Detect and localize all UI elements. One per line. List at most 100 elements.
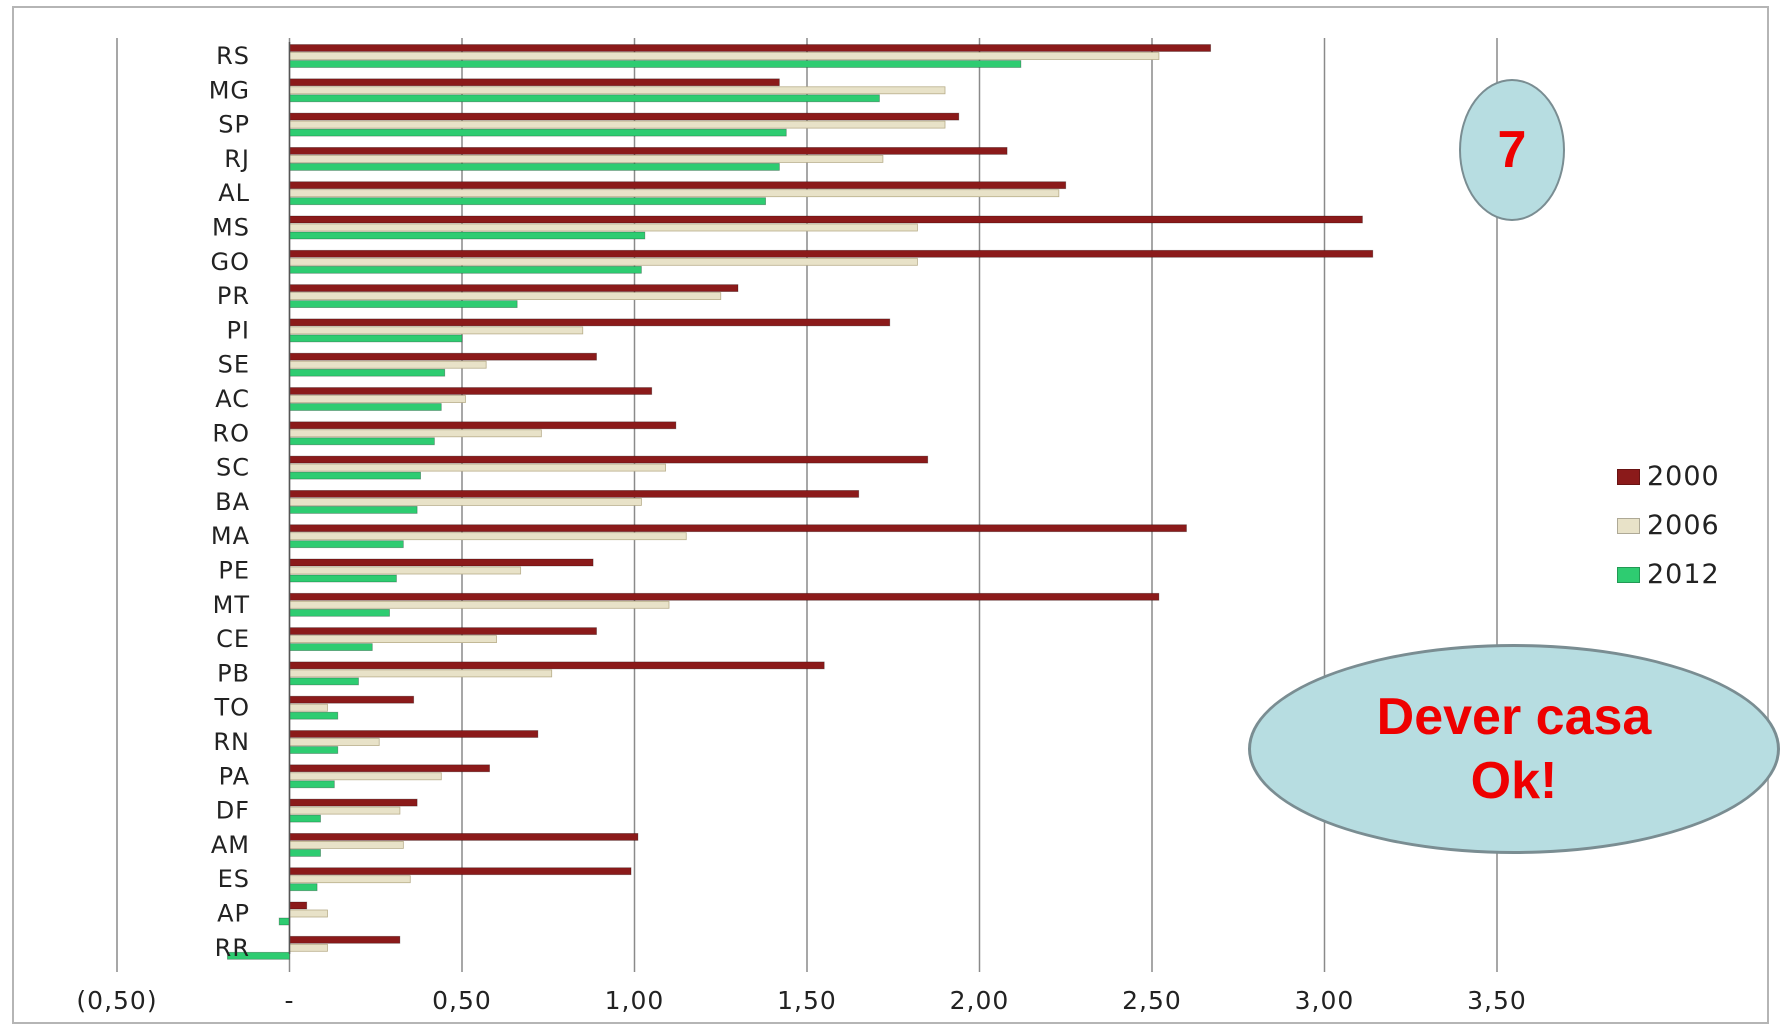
bar-ma-2000 (289, 524, 1187, 533)
category-label-sc: SC (216, 454, 250, 482)
category-label-es: ES (218, 865, 250, 893)
category-label-rs: RS (216, 42, 250, 70)
bar-pb-2000 (289, 661, 825, 670)
bar-ac-2006 (289, 395, 466, 403)
bar-pi-2000 (289, 318, 891, 327)
bar-ma-2006 (289, 532, 687, 541)
category-label-ce: CE (216, 625, 250, 653)
bar-sp-2006 (289, 120, 946, 129)
bar-rn-2012 (289, 746, 339, 754)
category-label-df: DF (216, 797, 250, 825)
category-label-mt: MT (213, 591, 250, 619)
bar-ap-2012 (278, 917, 290, 926)
bar-df-2000 (289, 798, 418, 807)
x-tick-label-1: - (284, 986, 294, 1015)
category-label-ms: MS (212, 214, 250, 242)
category-label-ac: AC (215, 385, 250, 413)
category-labels: RS MG SP RJ AL MS GO PR PI SE AC RO SC BA MA PE MT CE PB TO… (209, 42, 251, 962)
category-label-rn: RN (213, 728, 250, 756)
bar-mg-2012 (289, 94, 880, 103)
legend-swatch-2006 (1617, 517, 1640, 534)
bar-ap-2000 (289, 901, 308, 910)
bar-am-2006 (289, 841, 404, 849)
badge-number: 7 (1497, 121, 1527, 179)
bar-sc-2012 (289, 471, 422, 480)
bar-rj-2012 (289, 162, 780, 171)
bar-pr-2006 (289, 292, 722, 301)
category-label-go: GO (211, 248, 251, 276)
x-tick-label-2: 0,50 (432, 986, 492, 1015)
bar-ba-2000 (289, 489, 860, 498)
bar-to-2006 (289, 703, 328, 712)
x-tick-label-3: 1,00 (605, 986, 665, 1015)
bar-se-2006 (289, 360, 487, 369)
category-label-ma: MA (211, 522, 250, 550)
bar-rs-2012 (289, 60, 1022, 68)
bar-pb-2012 (289, 677, 359, 686)
category-label-pa: PA (219, 762, 250, 790)
category-label-se: SE (218, 351, 250, 379)
bar-al-2000 (289, 181, 1067, 190)
bar-sp-2012 (289, 128, 787, 137)
legend-item-2000: 2000 (1617, 452, 1720, 501)
legend: 2000 2006 2012 (1617, 452, 1720, 599)
bar-ce-2006 (289, 635, 497, 643)
bar-to-2012 (289, 711, 339, 720)
bar-mg-2000 (289, 78, 780, 87)
bar-al-2006 (289, 189, 1060, 198)
bar-se-2000 (289, 352, 597, 361)
bar-ce-2000 (289, 627, 597, 635)
x-tick-label-5: 2,00 (950, 986, 1010, 1015)
category-label-am: AM (211, 831, 250, 859)
bar-rs-2000 (289, 44, 1212, 52)
bar-mg-2006 (289, 86, 946, 95)
bar-ac-2000 (289, 387, 653, 395)
bar-df-2012 (289, 814, 321, 823)
x-tick-label-7: 3,00 (1295, 986, 1355, 1015)
bar-sc-2006 (289, 463, 666, 472)
category-label-pr: PR (217, 282, 250, 310)
bar-es-2000 (289, 867, 632, 876)
bar-ro-2006 (289, 429, 542, 438)
bar-rj-2000 (289, 146, 1008, 155)
category-label-sp: SP (218, 111, 250, 139)
bar-pr-2012 (289, 300, 518, 309)
bar-ro-2000 (289, 421, 677, 430)
legend-swatch-2012 (1617, 566, 1640, 583)
bar-pi-2006 (289, 326, 584, 335)
bar-rr-2000 (289, 935, 401, 944)
x-tick-label-6: 2,50 (1122, 986, 1182, 1015)
bar-es-2006 (289, 875, 411, 884)
category-label-pe: PE (218, 557, 250, 585)
bar-rr-2012 (226, 951, 290, 960)
legend-item-2006: 2006 (1617, 501, 1720, 550)
bar-ro-2012 (289, 437, 435, 446)
bar-pa-2012 (289, 780, 335, 789)
bar-rn-2000 (289, 730, 539, 738)
legend-label-2000: 2000 (1647, 461, 1720, 492)
bar-se-2012 (289, 368, 446, 377)
bar-ba-2012 (289, 505, 418, 514)
bar-pb-2006 (289, 669, 553, 678)
bar-pe-2000 (289, 558, 594, 567)
bar-am-2012 (289, 849, 321, 857)
bar-al-2012 (289, 197, 767, 206)
bar-go-2012 (289, 265, 642, 274)
category-label-ro: RO (212, 419, 250, 447)
x-tick-label-4: 1,50 (777, 986, 837, 1015)
bar-am-2000 (289, 833, 639, 841)
category-label-al: AL (218, 179, 250, 207)
bar-go-2000 (289, 249, 1374, 258)
bar-pr-2000 (289, 284, 739, 293)
category-label-rj: RJ (224, 145, 250, 173)
bars (226, 42, 1374, 960)
category-label-pb: PB (217, 659, 250, 687)
category-label-ap: AP (217, 900, 250, 928)
bubble-line-2: Ok! (1470, 752, 1558, 810)
category-label-rr: RR (215, 934, 250, 962)
bar-mt-2000 (289, 592, 1160, 601)
speech-bubble: Dever casa Ok! (1248, 644, 1780, 854)
legend-label-2012: 2012 (1647, 559, 1720, 590)
category-label-pi: PI (226, 316, 250, 344)
bar-pe-2006 (289, 566, 522, 575)
